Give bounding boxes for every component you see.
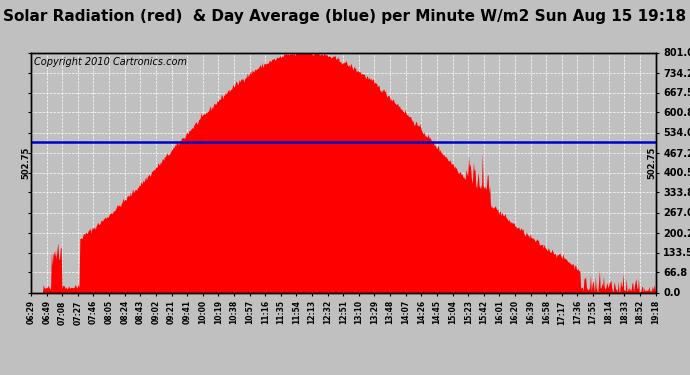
- Text: Solar Radiation (red)  & Day Average (blue) per Minute W/m2 Sun Aug 15 19:18: Solar Radiation (red) & Day Average (blu…: [3, 9, 687, 24]
- Text: 502.75: 502.75: [647, 147, 656, 179]
- Text: Copyright 2010 Cartronics.com: Copyright 2010 Cartronics.com: [34, 57, 187, 67]
- Text: 502.75: 502.75: [21, 147, 31, 179]
